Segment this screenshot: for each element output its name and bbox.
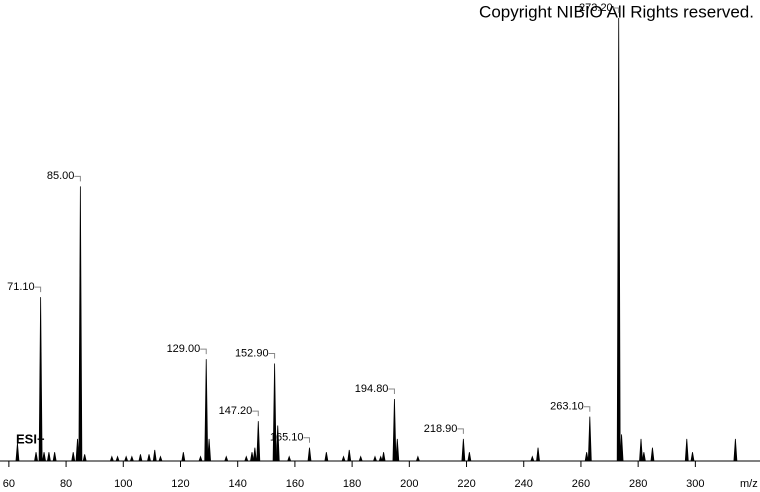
peak — [207, 438, 212, 462]
peak — [181, 452, 186, 462]
label-leader — [34, 286, 42, 293]
peak — [536, 447, 540, 462]
x-tick-label: 60 — [3, 478, 15, 490]
peak — [619, 434, 624, 462]
peak — [650, 447, 655, 462]
label-leader — [583, 406, 591, 412]
peak-label: 218.90 — [424, 423, 458, 435]
peak — [34, 452, 39, 462]
label-leader — [457, 428, 464, 434]
peak — [115, 455, 120, 462]
peak — [733, 438, 738, 462]
peak-label: 273.20 — [579, 2, 613, 14]
peak — [392, 398, 397, 462]
ion-mode: ESI+ — [16, 431, 45, 446]
peak — [82, 454, 87, 462]
x-tick-label: 120 — [171, 478, 189, 490]
peak — [272, 363, 277, 462]
peak — [124, 455, 129, 462]
chart-title: Copyright NIBIO All Rights reserved. — [479, 2, 754, 21]
peak — [347, 449, 352, 462]
peak — [584, 452, 589, 462]
peak — [15, 443, 20, 462]
peak — [358, 455, 363, 462]
peak-label: 147.20 — [219, 405, 253, 417]
peak-label: 194.80 — [355, 383, 389, 395]
peak — [324, 452, 329, 462]
peak — [109, 455, 114, 462]
peak — [75, 438, 80, 462]
peak — [46, 452, 51, 462]
peak — [378, 455, 383, 462]
peak — [147, 454, 152, 462]
peak-label: 263.10 — [550, 401, 584, 413]
peak — [395, 438, 400, 462]
peak — [639, 438, 643, 462]
peak — [307, 447, 312, 462]
x-axis-label: m/z — [740, 478, 758, 490]
peak — [461, 438, 466, 462]
peak — [52, 452, 57, 462]
peak — [129, 455, 134, 462]
x-tick-label: 300 — [686, 478, 704, 490]
peak — [71, 452, 76, 462]
peak-label: 129.00 — [167, 343, 201, 355]
peak — [684, 438, 689, 462]
peak — [275, 425, 280, 462]
peak — [158, 455, 163, 462]
x-tick-label: 240 — [515, 478, 533, 490]
peak-label: 165.10 — [270, 432, 304, 444]
peak — [381, 452, 386, 462]
peak — [198, 455, 203, 462]
peak — [256, 421, 261, 462]
x-tick-label: 200 — [400, 478, 418, 490]
peak — [415, 455, 420, 462]
x-tick-label: 160 — [286, 478, 304, 490]
peak — [341, 455, 346, 462]
label-leader — [74, 175, 81, 182]
peak — [690, 452, 695, 462]
x-tick-label: 260 — [572, 478, 590, 490]
x-tick-label: 80 — [60, 478, 72, 490]
peak — [287, 455, 292, 462]
peak — [616, 17, 621, 462]
peak — [244, 455, 249, 462]
x-tick-label: 220 — [457, 478, 475, 490]
label-leader — [388, 388, 395, 394]
label-leader — [268, 353, 276, 359]
label-leader — [303, 437, 310, 443]
peak — [78, 186, 83, 462]
peak — [204, 359, 209, 462]
peak — [224, 455, 229, 462]
x-tick-label: 180 — [343, 478, 361, 490]
x-tick-label: 140 — [229, 478, 247, 490]
x-tick-label: 100 — [114, 478, 132, 490]
peak — [467, 452, 472, 462]
peak — [152, 449, 157, 462]
peak — [252, 447, 257, 462]
peak — [38, 297, 43, 462]
peak-label: 152.90 — [235, 347, 269, 359]
peak-label: 85.00 — [47, 170, 75, 182]
peak — [530, 455, 535, 462]
peak — [250, 452, 254, 462]
x-tick-label: 280 — [629, 478, 647, 490]
peak — [641, 452, 646, 462]
peak — [587, 416, 592, 462]
label-leader — [612, 7, 620, 13]
label-leader — [200, 348, 207, 355]
peak — [138, 454, 143, 462]
peak — [42, 452, 47, 462]
peak — [372, 455, 378, 462]
label-leader — [252, 410, 259, 417]
peak-label: 71.10 — [7, 281, 35, 293]
